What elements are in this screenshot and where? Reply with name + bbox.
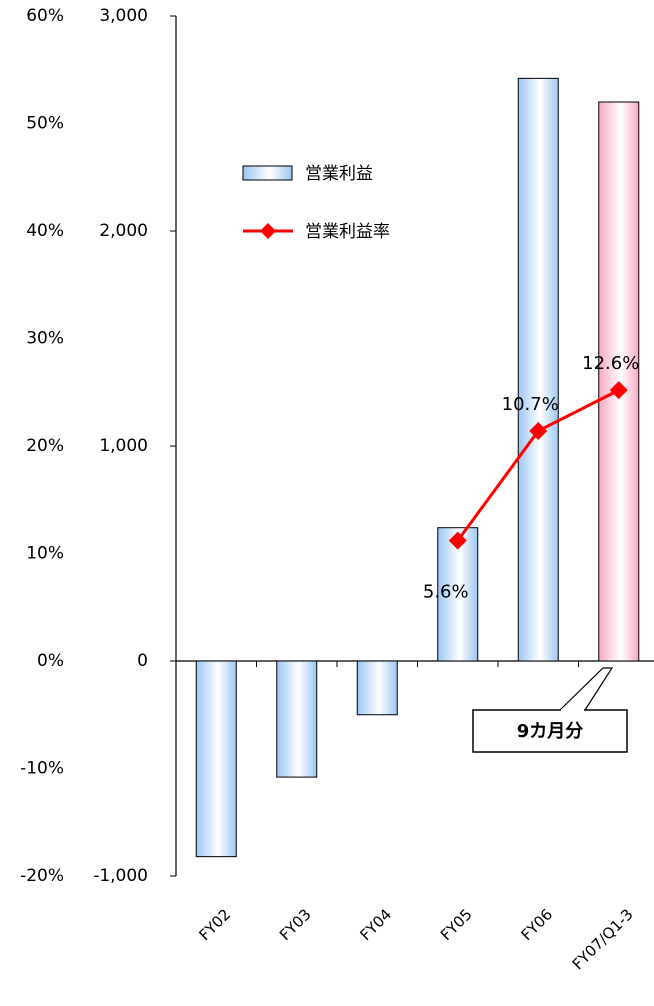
- y-tick-label: -1,000: [93, 866, 148, 886]
- y-tick-label: 3,000: [99, 6, 148, 26]
- legend-label: 営業利益: [305, 164, 373, 184]
- x-tick-label: FY03: [276, 905, 315, 944]
- y-tick-label: 0: [137, 651, 148, 671]
- bar: [276, 660, 318, 778]
- annotation: 9カ月分: [517, 721, 584, 742]
- x-tick-label: FY04: [356, 905, 395, 944]
- bar: [356, 660, 398, 716]
- y-tick-label: 2,000: [99, 221, 148, 241]
- callout-pointer: [559, 667, 614, 711]
- pct-tick-label: -10%: [20, 759, 64, 779]
- pct-tick-label: 10%: [26, 544, 64, 564]
- line-marker: [609, 381, 628, 400]
- pct-tick-label: 30%: [26, 329, 64, 349]
- pct-tick-label: 40%: [26, 221, 64, 241]
- legend-bar-icon: [242, 165, 293, 181]
- pct-tick-label: -20%: [20, 866, 64, 886]
- bar: [437, 527, 479, 662]
- pct-tick-label: 60%: [26, 6, 64, 26]
- bar: [195, 660, 237, 858]
- annotation-box: [472, 709, 628, 753]
- line-marker: [448, 531, 467, 550]
- x-tick-label: FY02: [195, 905, 234, 944]
- x-tick-label: FY06: [517, 905, 556, 944]
- x-tick-label: FY07/Q1-3: [569, 905, 637, 973]
- pct-tick-label: 20%: [26, 436, 64, 456]
- data-label: 10.7%: [502, 394, 559, 415]
- data-label: 12.6%: [582, 353, 639, 374]
- legend-marker-icon: [260, 223, 276, 239]
- legend-label: 営業利益率: [305, 222, 390, 242]
- data-label: 5.6%: [423, 582, 469, 603]
- pct-tick-label: 50%: [26, 114, 64, 134]
- x-tick-label: FY05: [437, 905, 476, 944]
- pct-tick-label: 0%: [37, 651, 64, 671]
- bar: [517, 77, 559, 662]
- y-tick-label: 1,000: [99, 436, 148, 456]
- line-marker: [529, 421, 548, 440]
